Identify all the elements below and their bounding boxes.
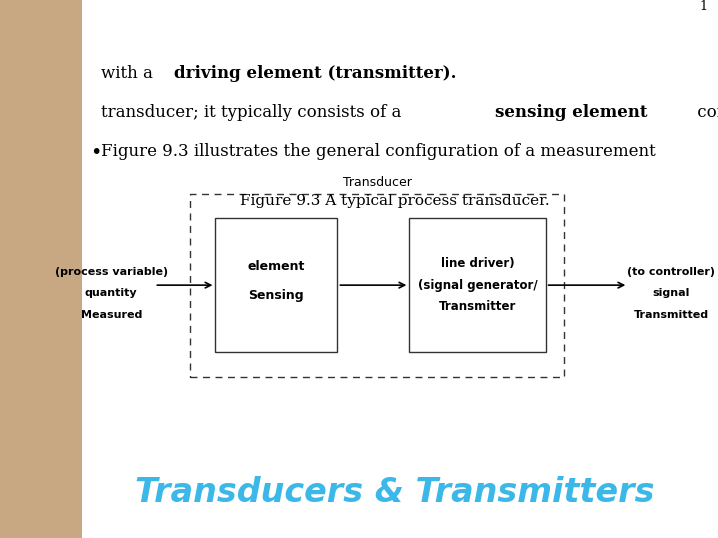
Text: element: element — [248, 260, 305, 273]
Text: Transducer: Transducer — [342, 176, 411, 189]
Bar — [409, 218, 546, 352]
Text: Figure 9.3 illustrates the general configuration of a measurement: Figure 9.3 illustrates the general confi… — [101, 143, 656, 160]
Text: line driver): line driver) — [441, 257, 514, 270]
Text: with a: with a — [101, 65, 158, 82]
Text: Transmitter: Transmitter — [439, 300, 516, 313]
Text: (process variable): (process variable) — [55, 267, 168, 277]
Text: combined: combined — [691, 104, 718, 121]
Text: Transmitted: Transmitted — [634, 310, 709, 320]
Text: 1: 1 — [699, 1, 707, 13]
Text: signal: signal — [653, 288, 690, 298]
Text: (signal generator/: (signal generator/ — [418, 279, 537, 292]
Text: Measured: Measured — [80, 310, 142, 320]
Bar — [0, 0, 82, 538]
Text: Figure 9.3 A typical process transducer.: Figure 9.3 A typical process transducer. — [240, 194, 550, 208]
Text: driving element (transmitter).: driving element (transmitter). — [174, 65, 457, 82]
Text: (to controller): (to controller) — [628, 267, 715, 277]
Text: quantity: quantity — [85, 288, 138, 298]
Text: Transducers & Transmitters: Transducers & Transmitters — [135, 476, 655, 509]
Text: sensing element: sensing element — [495, 104, 648, 121]
Bar — [215, 218, 337, 352]
Bar — [190, 194, 564, 377]
Text: transducer; it typically consists of a: transducer; it typically consists of a — [101, 104, 406, 121]
Text: Sensing: Sensing — [248, 289, 304, 302]
Text: •: • — [90, 143, 101, 161]
